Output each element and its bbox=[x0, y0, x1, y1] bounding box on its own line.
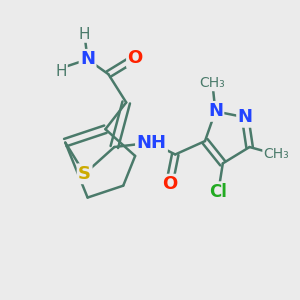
Text: N: N bbox=[80, 50, 95, 68]
Text: O: O bbox=[128, 49, 143, 67]
Text: CH₃: CH₃ bbox=[200, 76, 225, 90]
Text: S: S bbox=[78, 165, 91, 183]
Text: Cl: Cl bbox=[209, 183, 227, 201]
Text: N: N bbox=[208, 102, 223, 120]
Text: CH₃: CH₃ bbox=[263, 148, 289, 161]
Text: H: H bbox=[79, 27, 90, 42]
Text: N: N bbox=[238, 108, 253, 126]
Text: NH: NH bbox=[136, 134, 166, 152]
Text: H: H bbox=[55, 64, 67, 79]
Text: O: O bbox=[162, 175, 177, 193]
